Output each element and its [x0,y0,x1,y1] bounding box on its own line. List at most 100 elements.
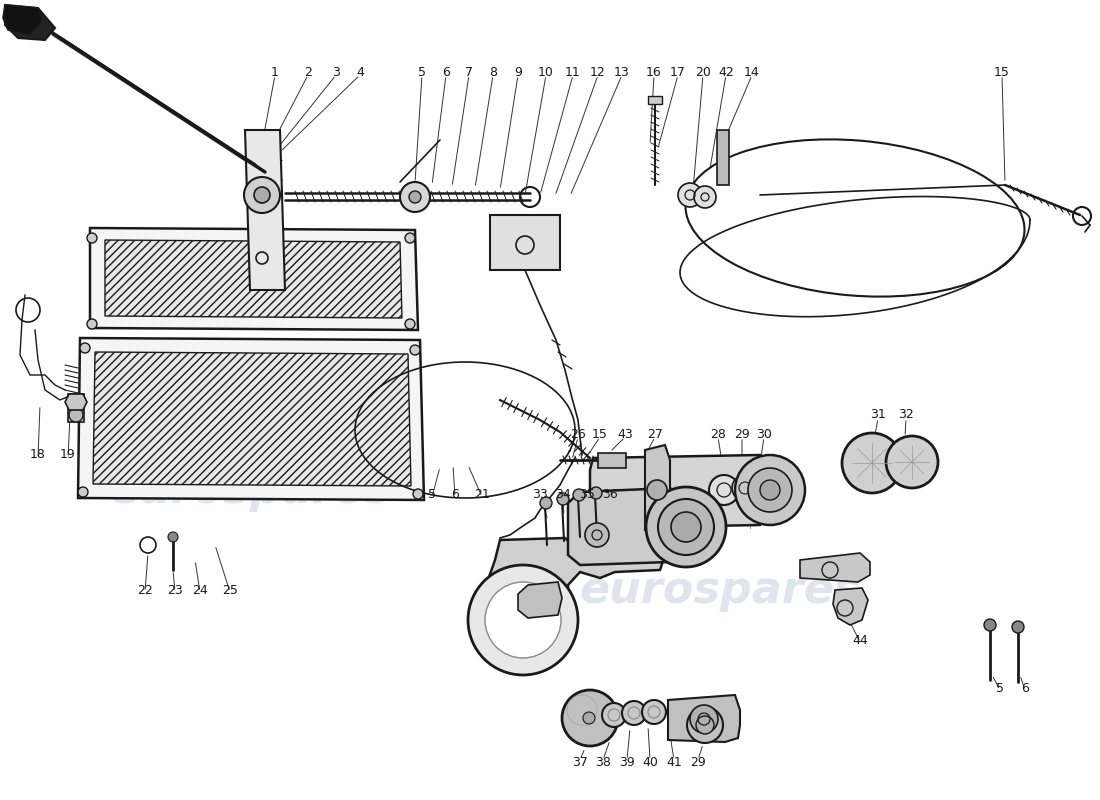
Circle shape [647,480,667,500]
Circle shape [735,455,805,525]
Bar [598,453,626,468]
Circle shape [984,619,996,631]
Text: 34: 34 [556,489,571,502]
Circle shape [405,233,415,243]
Circle shape [583,712,595,724]
Circle shape [621,701,646,725]
Polygon shape [104,240,402,318]
Circle shape [658,499,714,555]
Polygon shape [94,352,411,486]
Text: 28: 28 [711,429,726,442]
Circle shape [696,716,714,734]
Circle shape [87,319,97,329]
Text: 29: 29 [690,755,706,769]
Text: 22: 22 [138,583,153,597]
Text: 13: 13 [614,66,630,78]
Text: 29: 29 [734,429,750,442]
Text: 38: 38 [595,755,610,769]
Text: 10: 10 [538,66,554,78]
Polygon shape [568,488,685,565]
Polygon shape [6,5,55,40]
Circle shape [688,707,723,743]
Polygon shape [833,588,868,625]
Text: 11: 11 [565,66,581,78]
Circle shape [732,475,758,501]
Bar [717,130,729,185]
Text: 1: 1 [271,66,279,78]
Polygon shape [3,5,42,35]
Text: 12: 12 [590,66,606,78]
Circle shape [468,565,578,675]
Polygon shape [90,228,418,330]
Circle shape [412,489,424,499]
Circle shape [1012,621,1024,633]
Text: 43: 43 [617,429,632,442]
Circle shape [168,532,178,542]
Text: 35: 35 [579,489,595,502]
Circle shape [557,493,569,505]
Circle shape [540,497,552,509]
Text: 19: 19 [60,449,76,462]
Text: 42: 42 [718,66,734,78]
Text: 24: 24 [192,583,208,597]
Polygon shape [78,338,424,500]
Ellipse shape [685,139,1024,297]
Text: 23: 23 [167,583,183,597]
Polygon shape [518,582,562,618]
Circle shape [405,319,415,329]
Circle shape [671,512,701,542]
Bar [648,96,662,104]
Text: 5: 5 [418,66,426,78]
Text: eurospares: eurospares [580,569,860,611]
Polygon shape [65,394,87,410]
Text: 27: 27 [647,429,663,442]
Text: 44: 44 [852,634,868,646]
Text: 33: 33 [532,489,548,502]
Text: 21: 21 [474,489,490,502]
Circle shape [760,480,780,500]
Text: 40: 40 [642,755,658,769]
Text: 30: 30 [756,429,772,442]
Circle shape [590,487,602,499]
Text: 36: 36 [602,489,618,502]
Text: 31: 31 [870,409,886,422]
Circle shape [410,345,420,355]
Circle shape [400,182,430,212]
Text: 9: 9 [514,66,521,78]
Text: 41: 41 [667,755,682,769]
Circle shape [642,700,666,724]
Polygon shape [590,455,770,528]
Text: 15: 15 [994,66,1010,78]
Polygon shape [645,445,670,535]
Polygon shape [668,695,740,742]
Text: 18: 18 [30,449,46,462]
Circle shape [78,487,88,497]
Text: 26: 26 [570,429,586,442]
Text: 6: 6 [451,489,459,502]
Polygon shape [485,538,666,650]
Circle shape [748,468,792,512]
Polygon shape [800,553,870,582]
Text: 20: 20 [695,66,711,78]
Text: 5: 5 [428,489,436,502]
Bar [490,215,560,270]
Text: 4: 4 [356,66,364,78]
Text: 5: 5 [996,682,1004,694]
Circle shape [710,475,739,505]
Text: 14: 14 [744,66,760,78]
Text: 6: 6 [442,66,450,78]
Text: 3: 3 [332,66,340,78]
Text: 39: 39 [619,755,635,769]
Circle shape [585,523,609,547]
Bar [68,394,84,422]
Circle shape [694,186,716,208]
Circle shape [87,233,97,243]
Polygon shape [245,130,285,290]
Circle shape [690,705,718,733]
Text: eurospares: eurospares [109,469,390,511]
Text: 37: 37 [572,755,587,769]
Text: 32: 32 [898,409,914,422]
Text: 7: 7 [465,66,473,78]
Text: 2: 2 [304,66,312,78]
Text: 8: 8 [490,66,497,78]
